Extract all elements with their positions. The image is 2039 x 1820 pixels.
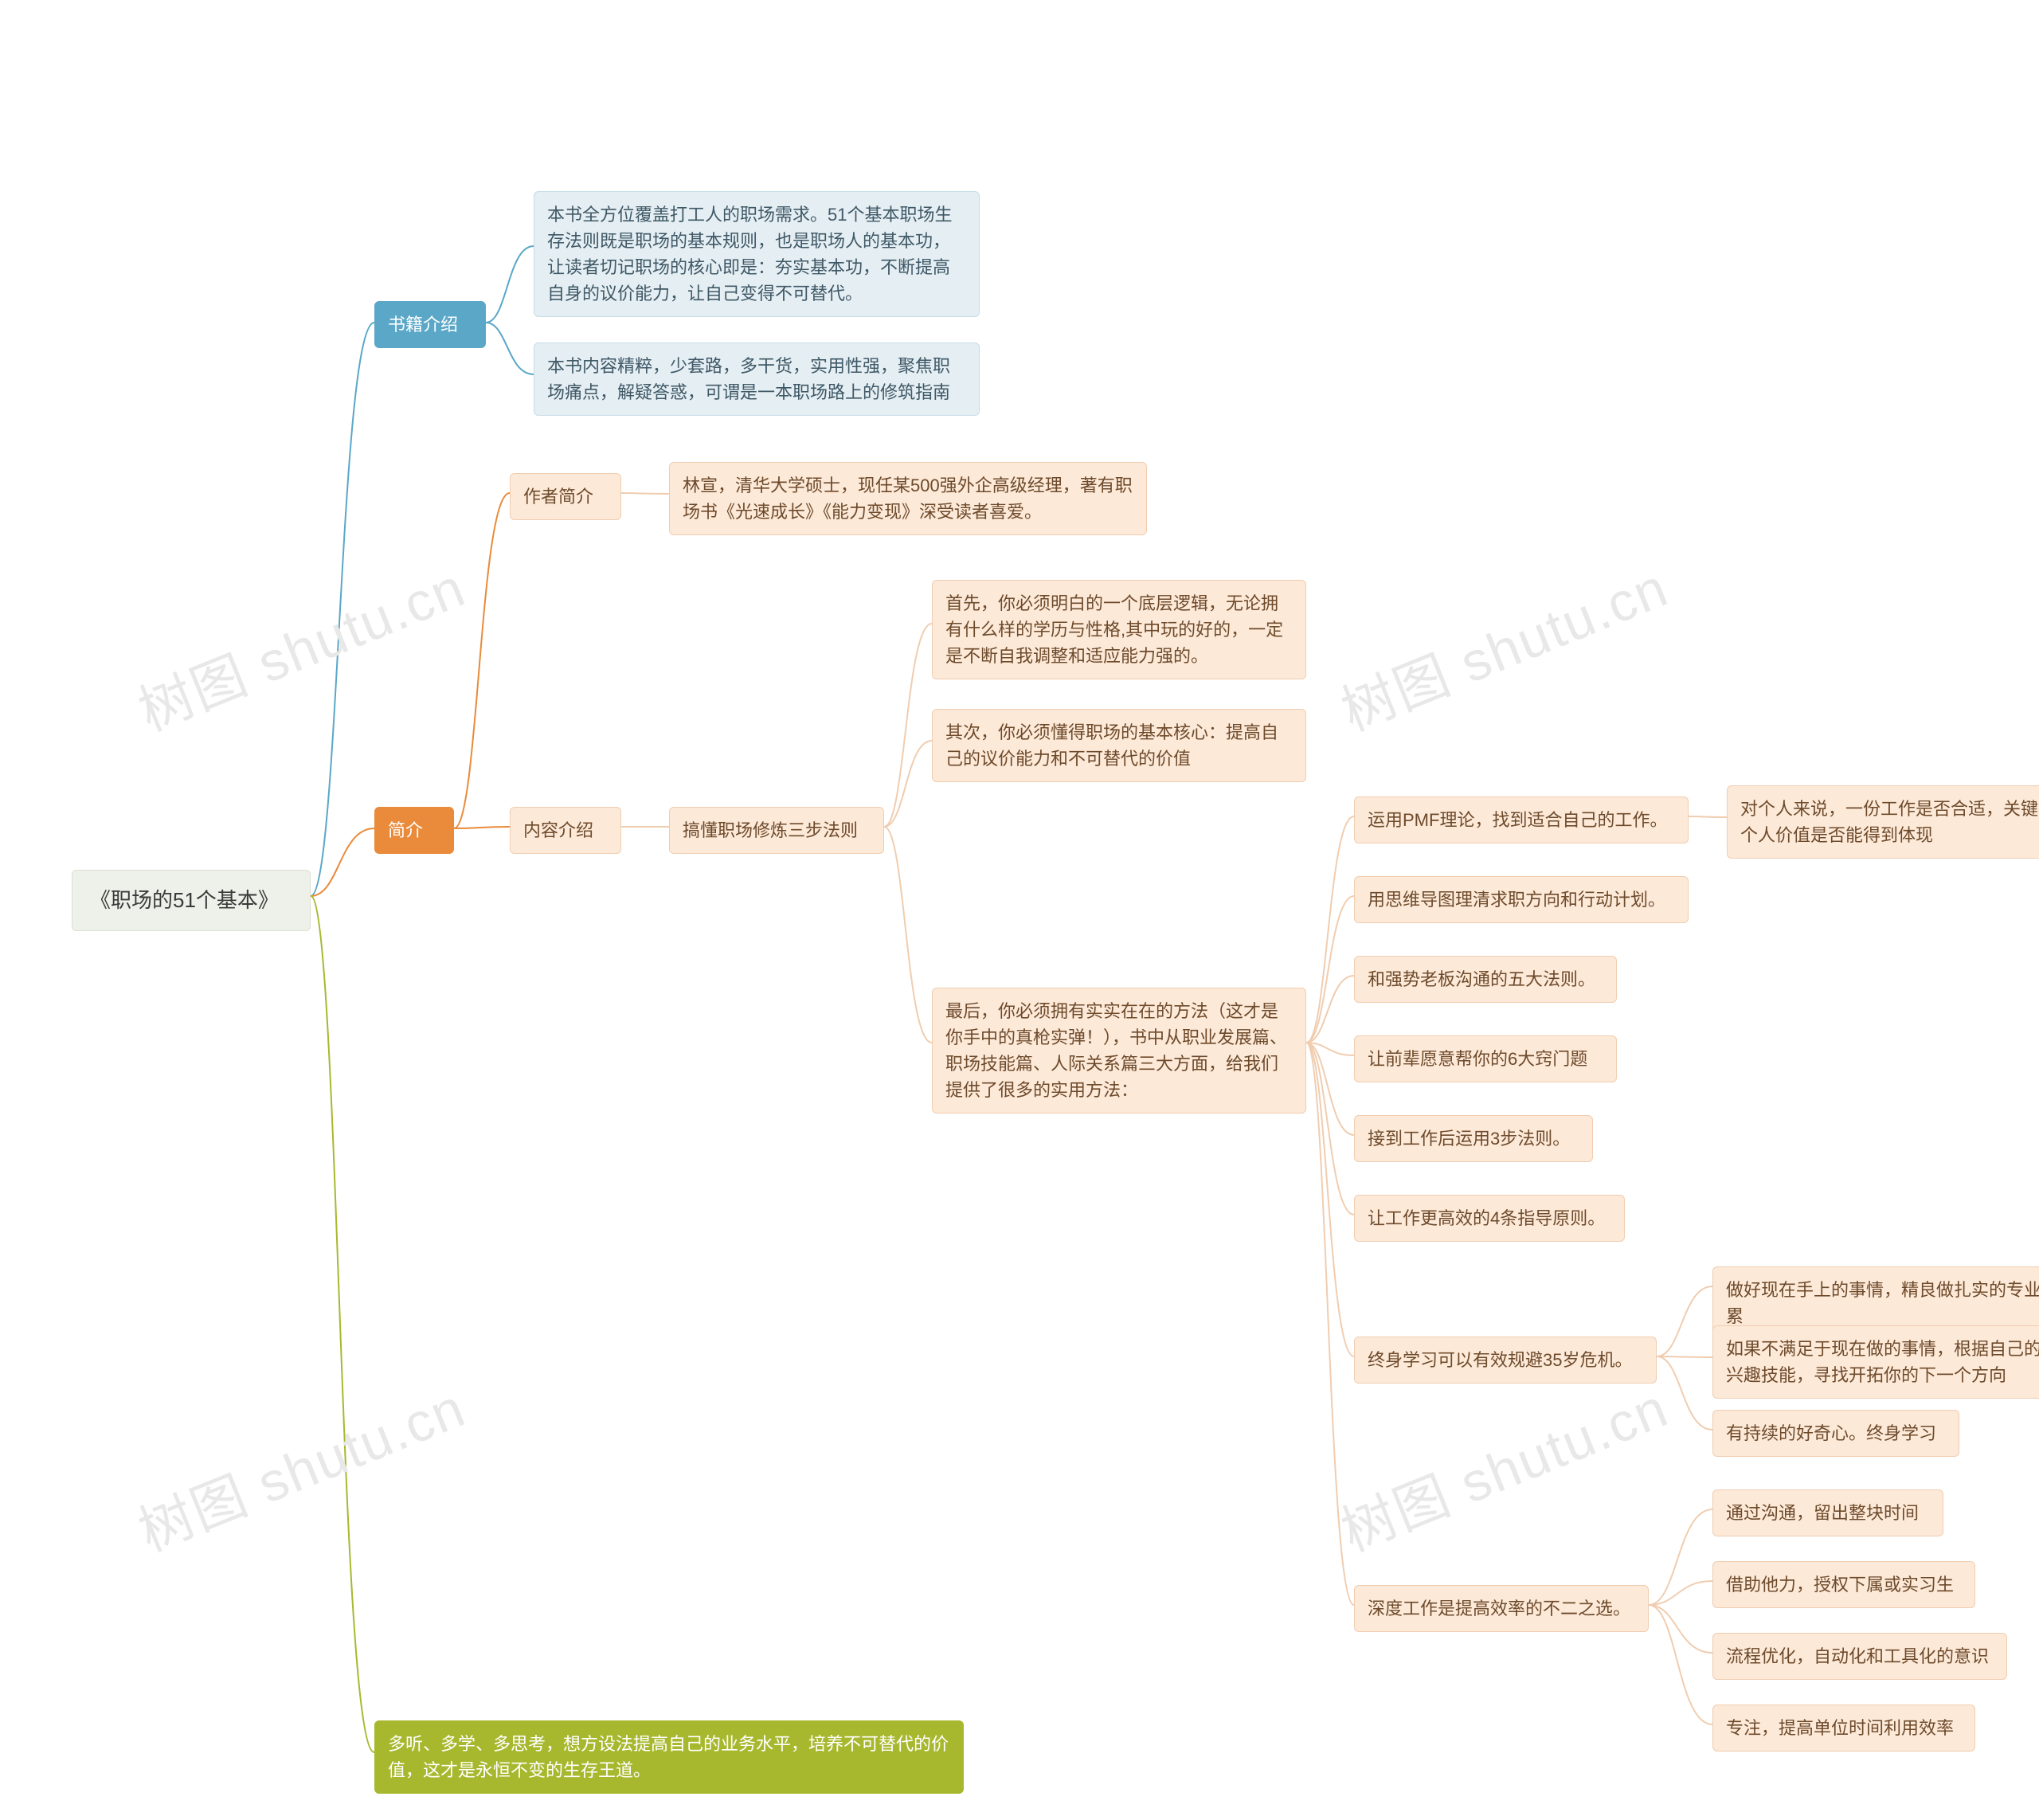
connector	[1306, 1043, 1354, 1356]
connector	[1306, 896, 1354, 1043]
node-m2: 用思维导图理清求职方向和行动计划。	[1354, 876, 1689, 923]
node-root: 《职场的51个基本》	[72, 870, 311, 931]
connector	[1306, 816, 1354, 1043]
node-m8b: 借助他力，授权下属或实习生	[1712, 1561, 1975, 1608]
node-m5: 接到工作后运用3步法则。	[1354, 1115, 1593, 1162]
connector	[1649, 1605, 1712, 1724]
connector	[1306, 1043, 1354, 1055]
node-b1c2: 本书内容精粹，少套路，多干货，实用性强，聚焦职场痛点，解疑答惑，可谓是一本职场路…	[534, 342, 980, 416]
node-m6: 让工作更高效的4条指导原则。	[1354, 1195, 1625, 1242]
node-m1a: 对个人来说，一份工作是否合适，关键看个人价值是否能得到体现	[1727, 785, 2039, 859]
connector	[884, 624, 932, 827]
watermark: 树图 shutu.cn	[125, 543, 475, 746]
connector	[1657, 1356, 1712, 1430]
connector	[1689, 816, 1727, 817]
connector	[311, 323, 374, 896]
node-m4: 让前辈愿意帮你的6大窍门题	[1354, 1035, 1617, 1082]
connector	[311, 896, 374, 1752]
node-m1: 运用PMF理论，找到适合自己的工作。	[1354, 796, 1689, 843]
node-step1: 首先，你必须明白的一个底层逻辑，无论拥有什么样的学历与性格,其中玩的好的，一定是…	[932, 580, 1306, 679]
connector	[486, 323, 534, 374]
node-step2: 其次，你必须懂得职场的基本核心：提高自己的议价能力和不可替代的价值	[932, 709, 1306, 782]
node-b2c1: 作者简介	[510, 473, 621, 520]
node-m3: 和强势老板沟通的五大法则。	[1354, 956, 1617, 1003]
connector	[1306, 976, 1354, 1043]
connector	[311, 828, 374, 896]
connector	[1306, 1043, 1354, 1135]
node-b3: 多听、多学、多思考，想方设法提高自己的业务水平，培养不可替代的价值，这才是永恒不…	[374, 1720, 964, 1794]
node-step3: 最后，你必须拥有实实在在的方法（这才是你手中的真枪实弹！），书中从职业发展篇、职…	[932, 988, 1306, 1114]
node-m7: 终身学习可以有效规避35岁危机。	[1354, 1337, 1657, 1384]
watermark: 树图 shutu.cn	[1328, 543, 1677, 746]
node-m8: 深度工作是提高效率的不二之选。	[1354, 1585, 1649, 1632]
node-m8c: 流程优化，自动化和工具化的意识	[1712, 1633, 2007, 1680]
connector	[1649, 1581, 1712, 1605]
watermark: 树图 shutu.cn	[125, 1364, 475, 1566]
watermark: 树图 shutu.cn	[1328, 1364, 1677, 1566]
connector	[1657, 1356, 1712, 1357]
connector	[1649, 1605, 1712, 1653]
connector	[486, 246, 534, 323]
connector	[884, 827, 932, 1043]
node-m7c: 有持续的好奇心。终身学习	[1712, 1410, 1959, 1457]
connector	[454, 827, 510, 828]
connector	[884, 741, 932, 827]
node-b2c1a: 林宣，清华大学硕士，现任某500强外企高级经理，著有职场书《光速成长》《能力变现…	[669, 462, 1147, 535]
node-b1: 书籍介绍	[374, 301, 486, 348]
connector	[1306, 1043, 1354, 1605]
node-m8a: 通过沟通，留出整块时间	[1712, 1489, 1943, 1536]
connector	[1649, 1509, 1712, 1605]
connector	[454, 493, 510, 828]
node-b2c2a: 搞懂职场修炼三步法则	[669, 807, 884, 854]
connector	[621, 493, 669, 494]
connector	[1657, 1286, 1712, 1356]
node-m8d: 专注，提高单位时间利用效率	[1712, 1705, 1975, 1752]
node-b2c2: 内容介绍	[510, 807, 621, 854]
node-b1c1: 本书全方位覆盖打工人的职场需求。51个基本职场生存法则既是职场的基本规则，也是职…	[534, 191, 980, 317]
connector	[1306, 1043, 1354, 1215]
node-m7b: 如果不满足于现在做的事情，根据自己的兴趣技能，寻找开拓你的下一个方向	[1712, 1325, 2039, 1399]
node-b2: 简介	[374, 807, 454, 854]
